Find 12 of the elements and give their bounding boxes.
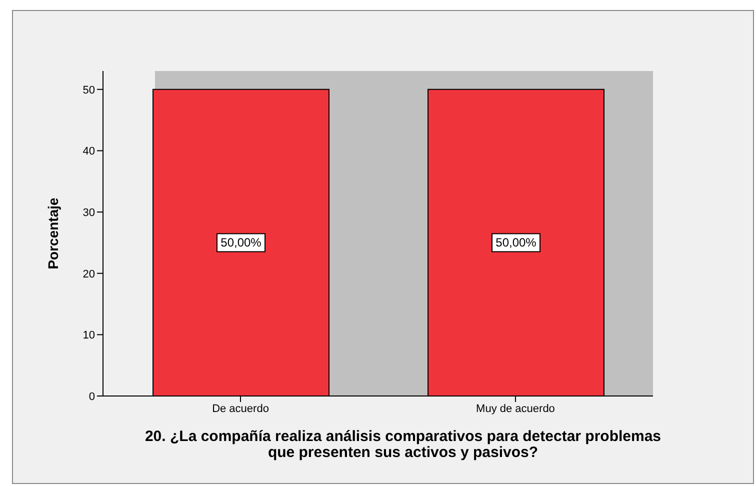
y-tick-label: 30	[82, 206, 95, 219]
x-tick-label: De acuerdo	[212, 402, 269, 415]
data-label: 50,00%	[220, 236, 262, 250]
y-tick-label: 50	[82, 84, 95, 96]
data-label: 50,00%	[496, 236, 537, 250]
y-tick-label: 20	[82, 268, 95, 280]
x-axis-title: 20. ¿La compañía realiza análisis comparativos para detectar problemas que presenten sus activos y pasivos?	[144, 428, 662, 461]
y-tick-label: 10	[82, 330, 95, 342]
y-tick-label: 0	[88, 390, 95, 403]
x-tick-label: Muy de acuerdo	[476, 402, 555, 415]
y-axis-title: Porcentaje	[44, 197, 61, 270]
y-tick-label: 40	[82, 146, 95, 158]
